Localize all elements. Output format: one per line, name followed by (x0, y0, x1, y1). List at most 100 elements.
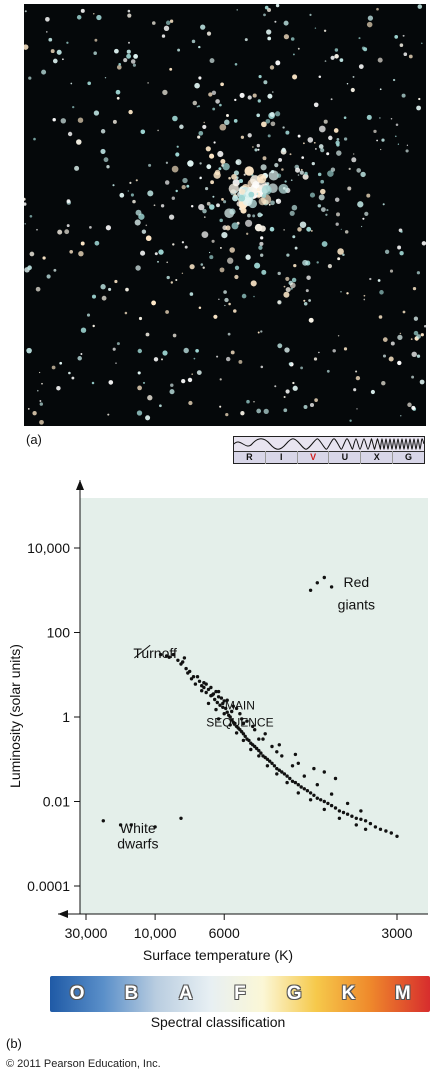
star-dot (306, 226, 312, 232)
star-dot (266, 7, 272, 13)
star-dot (216, 203, 220, 208)
star-dot (292, 235, 296, 239)
star-dot (364, 211, 369, 216)
star-data-point (263, 732, 267, 736)
star-data-point (337, 809, 342, 813)
star-dot (219, 267, 225, 273)
star-data-point (368, 821, 373, 826)
star-dot (53, 268, 57, 272)
star-dot (313, 102, 319, 108)
star-dot (158, 249, 164, 255)
star-dot (216, 355, 219, 358)
star-dot (363, 294, 366, 297)
star-dot (283, 291, 290, 298)
star-dot (108, 380, 114, 385)
star-data-point (384, 829, 388, 833)
star-data-point (224, 706, 228, 711)
star-dot (136, 410, 143, 416)
star-dot (42, 256, 46, 260)
star-dot (334, 54, 339, 59)
star-dot (413, 330, 419, 336)
star-dot (140, 250, 146, 256)
star-dot (219, 405, 222, 408)
star-data-point (341, 810, 346, 815)
star-dot (133, 54, 138, 59)
star-data-point (129, 823, 133, 827)
star-dot (132, 63, 136, 67)
star-dot (45, 16, 50, 22)
star-data-point (261, 737, 265, 741)
star-data-point (270, 744, 274, 749)
star-dot (145, 332, 150, 337)
star-dot (105, 225, 112, 231)
star-dot (419, 379, 425, 385)
y-axis-title: Luminosity (solar units) (7, 644, 23, 788)
star-dot (363, 298, 366, 301)
star-data-point (247, 738, 251, 743)
star-dot (205, 146, 211, 152)
star-dot (281, 168, 284, 171)
star-data-point (363, 819, 368, 823)
star-dot (288, 362, 292, 366)
star-dot (112, 119, 117, 124)
star-dot (39, 402, 43, 406)
star-dot (379, 88, 382, 91)
star-dot (259, 241, 264, 246)
star-dot (220, 82, 224, 87)
star-dot (400, 230, 403, 233)
star-dot (228, 183, 239, 194)
star-dot (236, 9, 238, 11)
star-data-point (225, 710, 229, 714)
star-dot (147, 395, 153, 401)
star-dot (421, 241, 426, 246)
star-data-point (195, 675, 200, 679)
star-dot (324, 60, 327, 62)
star-dot (373, 129, 377, 134)
spectral-class-f: F (234, 983, 246, 1004)
star-data-point (308, 588, 313, 592)
star-dot (94, 240, 100, 246)
star-dot (27, 265, 32, 270)
star-dot (423, 324, 426, 328)
star-dot (356, 408, 358, 410)
star-dot (357, 201, 364, 208)
star-dot (332, 349, 336, 353)
star-dot (227, 332, 231, 336)
star-dot (253, 295, 255, 298)
spectral-class-o: O (69, 983, 85, 1004)
star-dot (219, 378, 222, 381)
star-dot (246, 399, 250, 404)
star-dot (80, 241, 85, 246)
star-dot (62, 58, 64, 61)
star-dot (169, 389, 175, 395)
star-dot (259, 225, 266, 232)
star-dot (349, 419, 352, 422)
star-dot (244, 166, 254, 176)
star-dot (197, 105, 201, 108)
star-dot (285, 389, 290, 394)
star-data-point (354, 823, 358, 827)
star-data-point (329, 585, 334, 589)
star-dot (285, 287, 291, 293)
star-dot (411, 375, 415, 379)
star-dot (219, 103, 222, 107)
star-dot (274, 111, 281, 117)
star-dot (416, 105, 422, 111)
star-dot (29, 251, 35, 257)
star-dot (275, 60, 281, 66)
star-dot (224, 304, 226, 307)
star-data-point (290, 779, 295, 783)
star-dot (412, 286, 417, 291)
star-data-point (222, 699, 226, 703)
hr-diagram: 10,000 100 1 0.01 0.0001 30,000 10,000 6000 3000… (7, 480, 428, 963)
star-data-point (329, 792, 334, 796)
star-dot (145, 224, 148, 227)
y-tick-label: 1 (62, 709, 70, 725)
star-dot (24, 10, 27, 13)
star-data-point (312, 766, 316, 771)
star-dot (304, 171, 308, 176)
star-dot (275, 198, 282, 204)
star-data-point (319, 798, 323, 802)
star-dot (299, 170, 304, 175)
star-dot (286, 253, 290, 257)
